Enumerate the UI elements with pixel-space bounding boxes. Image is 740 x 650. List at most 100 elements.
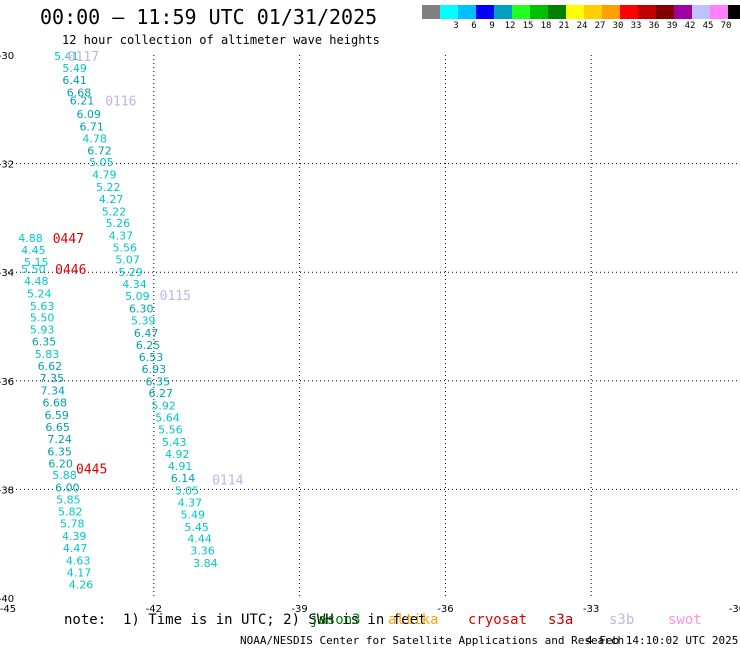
legend-label: 30 (612, 21, 624, 31)
legend-swatch (440, 5, 458, 19)
satellite-key-s3b: s3b (609, 612, 635, 628)
legend-swatch (584, 5, 602, 19)
wave-height-value: 5.88 (52, 469, 76, 482)
wave-height-value: 4.34 (122, 278, 146, 291)
wave-height-value: 4.88 (18, 232, 43, 245)
wave-height-value: 4.26 (69, 578, 94, 591)
wave-height-value: 5.43 (162, 436, 187, 449)
legend-swatch (548, 5, 566, 19)
legend-swatch (638, 5, 656, 19)
wave-height-value: 4.17 (67, 566, 92, 579)
wave-height-value: 5.93 (30, 324, 55, 337)
wave-height-value: 5.56 (112, 242, 136, 255)
longitude-tick-label: -30 (729, 604, 740, 615)
map-subtitle: 12 hour collection of altimeter wave hei… (62, 33, 380, 47)
wave-height-value: 4.78 (82, 133, 107, 146)
wave-height-value: 4.27 (99, 193, 124, 206)
legend-label: 24 (576, 21, 588, 31)
wave-height-value: 5.64 (155, 412, 180, 425)
wave-height-value: 4.45 (21, 244, 46, 257)
wave-height-value: 4.44 (187, 533, 212, 546)
wave-height-value: 6.68 (43, 396, 67, 409)
wave-height-value: 6.35 (146, 375, 171, 388)
legend-label: 27 (594, 21, 606, 31)
satellite-key-altika: altika (388, 612, 439, 628)
wave-height-value: 3.36 (190, 545, 215, 558)
wave-height-value: 4.37 (109, 230, 133, 243)
wave-height-value: 6.25 (136, 339, 161, 352)
grid-lines (8, 55, 737, 598)
latitude-tick-label: -36 (0, 377, 14, 388)
wave-height-value: 6.27 (148, 387, 173, 400)
wave-height-value: 5.05 (89, 156, 114, 169)
wave-height-value: 5.50 (21, 263, 46, 276)
wave-height-value: 5.09 (125, 290, 150, 303)
wave-height-value: 6.20 (48, 457, 72, 470)
latitude-tick-label: -32 (0, 160, 14, 171)
legend-swatches (422, 5, 740, 19)
wave-height-value: 5.85 (56, 494, 81, 507)
legend-swatch (692, 5, 710, 19)
wave-height-value: 5.56 (158, 424, 183, 437)
wave-height-value: 6.14 (171, 472, 196, 485)
pass-time-label: 0447 (53, 232, 84, 247)
legend-swatch (602, 5, 620, 19)
pass-time-label: 0115 (160, 289, 191, 304)
satellite-key-cryosat: cryosat (468, 612, 528, 628)
legend-swatch (656, 5, 674, 19)
latitude-tick-label: -40 (0, 594, 14, 605)
pass-time-label: 0114 (212, 474, 243, 489)
wave-height-value: 4.48 (24, 275, 49, 288)
legend-swatch (620, 5, 638, 19)
pass-time-label: 0116 (105, 95, 136, 110)
legend-swatch (422, 5, 440, 19)
legend-swatch (710, 5, 728, 19)
wave-height-value: 6.09 (77, 108, 102, 121)
wave-height-value: 5.07 (115, 254, 140, 267)
legend-label: 33 (630, 21, 642, 31)
satellite-key-jason3: jason3 (310, 612, 361, 628)
wave-height-value: 5.82 (58, 506, 83, 519)
wave-height-value: 6.21 (70, 95, 95, 108)
wave-height-value: 6.68 (67, 86, 92, 99)
legend-label: 39 (666, 21, 678, 31)
wave-height-value: 5.63 (30, 300, 55, 313)
wave-height-value: 5.41 (54, 50, 79, 63)
longitude-tick-label: -33 (583, 604, 599, 615)
wave-height-value: 5.78 (60, 518, 85, 531)
legend-label: 42 (684, 21, 696, 31)
pass-time-label: 0446 (55, 263, 86, 278)
wave-height-value: 6.93 (142, 363, 167, 376)
pass-time-label: 0117 (68, 50, 99, 65)
wave-height-value: 6.53 (139, 351, 164, 364)
wave-height-value: 5.26 (106, 217, 131, 230)
wave-height-value: 4.92 (165, 448, 190, 461)
wave-height-value: 6.59 (44, 409, 68, 422)
legend-swatch (530, 5, 548, 19)
wave-height-value: 6.35 (47, 445, 71, 458)
legend-label: 3 (453, 21, 459, 31)
pass-labels: 0117 0116 0447 0446 0115 0445 0114 (53, 50, 244, 489)
credit-line: NOAA/NESDIS Center for Satellite Applica… (240, 634, 625, 647)
wave-height-value: 4.91 (168, 460, 193, 473)
wave-height-value: 4.37 (178, 496, 203, 509)
wave-height-value: 5.49 (62, 62, 87, 75)
satellite-key-swot: swot (668, 612, 702, 628)
wave-height-value: 7.35 (40, 372, 64, 385)
legend-label: 15 (522, 21, 534, 31)
legend-label: 70 (720, 21, 732, 31)
pass-time-label: 0445 (76, 463, 107, 478)
wave-height-value: 6.72 (87, 144, 112, 157)
wave-height-value: 5.92 (151, 400, 176, 413)
wave-height-value: 4.63 (66, 554, 91, 567)
legend-label: 36 (648, 21, 660, 31)
wave-height-value: 6.30 (129, 302, 154, 315)
wave-height-value: 5.24 (27, 287, 52, 300)
legend-swatch (494, 5, 512, 19)
generated-timestamp: 4 Feb 14:10:02 UTC 2025 (586, 634, 739, 647)
wave-height-value: 7.34 (41, 384, 65, 397)
wave-height-value: 6.35 (32, 336, 57, 349)
wave-height-value: 3.84 (193, 557, 218, 570)
